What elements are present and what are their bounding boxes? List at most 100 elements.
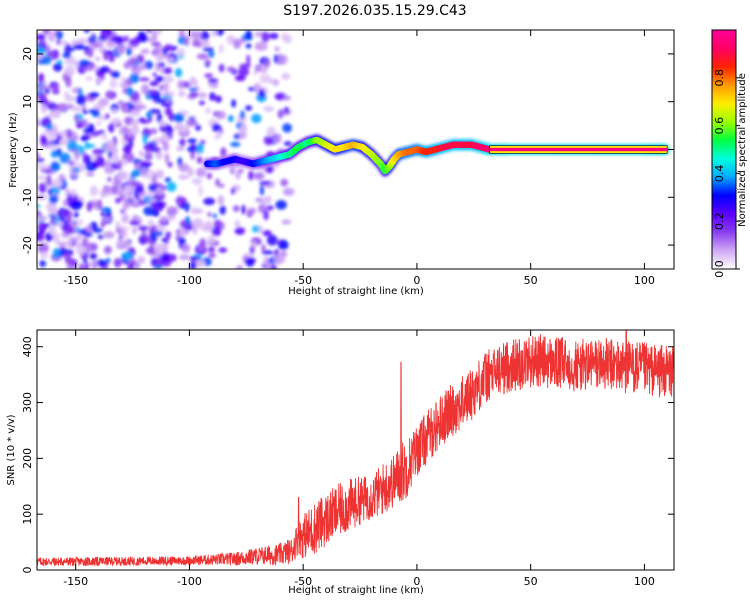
spectrogram-y-tick-label: -10 [21,188,34,206]
noise-blob [102,185,113,194]
noise-blob [184,202,190,213]
noise-blob [277,54,288,65]
noise-blob [130,180,140,187]
noise-blob [269,32,279,40]
noise-blob [126,46,133,56]
noise-blob [118,226,130,231]
noise-blob [195,124,202,131]
noise-blob [127,57,138,66]
noise-blob [259,197,271,206]
noise-blob [48,225,56,236]
noise-blob [133,263,139,269]
spectrogram-x-tick-label: 0 [413,274,420,287]
colorbar-tick-label: 0.2 [713,212,726,230]
noise-blob [178,163,190,172]
noise-blob [164,177,172,183]
noise-blob [48,195,58,204]
noise-blob [133,158,140,164]
noise-blob [176,146,185,151]
spectrogram-y-ticks: -20 -10 0 10 20 [21,47,674,254]
noise-blob [259,184,265,196]
noise-blob [66,139,78,151]
noise-blob [273,254,284,265]
noise-blob [166,206,179,216]
noise-blob [135,104,147,110]
noise-blob [258,203,267,214]
noise-blob [140,84,150,95]
noise-blob [79,263,85,269]
noise-blob [239,110,245,120]
noise-blob [155,151,163,160]
noise-blob [111,108,118,114]
noise-blob [75,94,87,106]
noise-blob [151,137,164,143]
noise-blob [266,126,277,138]
noise-blob [41,136,48,146]
noise-blob [233,38,242,49]
noise-blob [95,78,102,83]
noise-blob [178,174,189,180]
spectrogram-y-axis-label: Frequency (Hz) [8,112,19,188]
snr-y-ticks: 0 100 200 300 400 [21,336,674,574]
noise-blob [75,246,87,255]
noise-blob [89,252,98,260]
noise-blob [73,44,85,50]
noise-blob [152,32,158,43]
noise-blob [148,245,155,255]
noise-blob [37,233,44,241]
noise-blob [249,246,255,254]
noise-blob [116,43,125,55]
noise-blob [220,147,227,158]
noise-blob [251,113,262,124]
noise-blob [146,30,153,34]
noise-blob [158,120,168,127]
spectrogram-x-tick-label: -50 [294,274,312,287]
noise-blob [246,207,257,215]
figure-title: S197.2026.035.15.29.C43 [283,3,466,19]
noise-blob [138,77,150,82]
noise-blob [234,74,246,82]
noise-blob [85,172,95,177]
noise-blob [253,82,261,92]
noise-blob [82,154,92,166]
colorbar-tick-label: 0.6 [713,117,726,135]
noise-blob [282,187,295,196]
noise-blob [166,181,177,192]
noise-blob [238,67,250,77]
spectrogram-x-ticks: -150 -100 -50 0 50 100 [63,30,655,287]
noise-blob [38,182,47,194]
noise-blob [198,92,207,99]
noise-blob [62,137,69,145]
noise-blob [100,217,112,222]
noise-blob [107,150,113,159]
noise-blob [123,200,133,208]
noise-blob [186,119,198,127]
noise-blob [143,142,155,152]
noise-blob [73,61,80,68]
noise-blob [207,212,212,217]
noise-blob [155,169,164,179]
noise-blob [176,49,183,58]
snr-x-tick-label: -150 [63,575,88,588]
noise-blob [253,70,258,76]
noise-blob [245,43,252,49]
noise-blob [149,80,159,87]
noise-blob [211,226,222,237]
snr-y-tick-label: 0 [21,567,34,574]
noise-blob [37,163,48,170]
noise-blob [131,203,141,208]
noise-blob [213,219,222,228]
snr-y-tick-label: 100 [21,504,34,525]
noise-blob [258,88,266,98]
noise-blob [130,119,140,126]
noise-blob [168,91,176,96]
noise-blob [117,170,129,180]
spectrogram-y-tick-label: -20 [21,236,34,254]
noise-blob [86,201,93,212]
noise-blob [263,209,269,221]
colorbar-tick-label: 0.8 [713,69,726,87]
noise-blob [281,72,291,80]
noise-blob [77,219,84,226]
noise-blob [210,30,218,38]
noise-blob [263,59,271,68]
